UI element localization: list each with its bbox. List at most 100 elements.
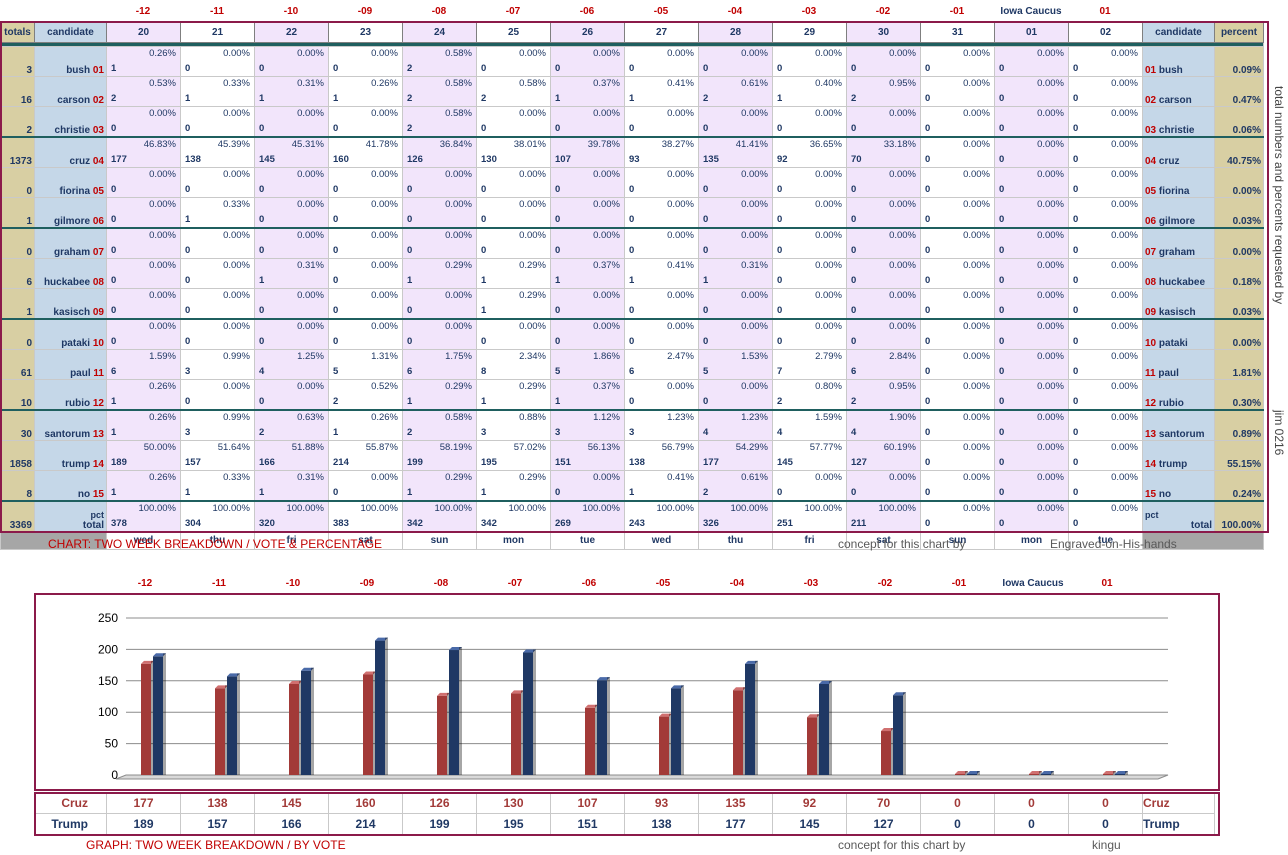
- candidate-name: trump: [61, 459, 91, 470]
- vote-count: 0: [259, 214, 265, 225]
- candidate-name-cell: huckabee 08: [34, 258, 107, 289]
- vote-count: 4: [259, 366, 265, 377]
- vote-cell: 0.33% 1: [180, 76, 255, 107]
- side-note: total numbers and percents requested by: [1272, 86, 1286, 305]
- vote-count: 157: [185, 457, 201, 468]
- vote-percent: 0.00%: [963, 199, 990, 210]
- candidate-name-cell-right: 08 huckabee: [1142, 258, 1215, 289]
- candidate-name-cell-right: 11 paul: [1142, 349, 1215, 380]
- vote-percent: 0.00%: [593, 169, 620, 180]
- candidate-number: 09: [92, 307, 104, 318]
- vote-count: 2: [851, 93, 857, 104]
- vote-percent: 0.00%: [223, 48, 250, 59]
- vote-percent: 0.29%: [445, 472, 472, 483]
- candidate-total: 1858: [0, 440, 35, 471]
- vote-cell: 54.29% 177: [698, 440, 773, 471]
- graph-day-offset-label: -02: [877, 578, 893, 589]
- vote-count: 5: [333, 366, 339, 377]
- vote-percent: 0.40%: [815, 78, 842, 89]
- cruz-bar: [437, 695, 447, 775]
- vote-count: 0: [777, 305, 783, 316]
- candidate-number: 04: [92, 156, 104, 167]
- candidate-percent: 0.89%: [1214, 409, 1264, 441]
- vote-count: 0: [1073, 214, 1079, 225]
- vote-cell: 0.00% 0: [698, 227, 773, 259]
- vote-percent: 0.00%: [889, 169, 916, 180]
- candidate-name-cell: bush 01: [34, 46, 107, 77]
- candidate-name-cell: paul 11: [34, 349, 107, 380]
- candidate-name-cell-right: 04 cruz: [1142, 136, 1215, 168]
- vote-count: 1: [259, 487, 265, 498]
- vote-percent: 0.00%: [149, 230, 176, 241]
- candidate-name-cell-right: 06 gilmore: [1142, 197, 1215, 229]
- vote-cell: 0.52% 2: [328, 379, 403, 411]
- vote-percent: 1.31%: [371, 351, 398, 362]
- vote-percent: 0.00%: [1037, 321, 1064, 332]
- vote-count: 0: [481, 123, 487, 134]
- vote-cell: 0.00% 0: [920, 227, 995, 259]
- vote-count: 0: [555, 487, 561, 498]
- vote-percent: 0.41%: [667, 472, 694, 483]
- candidate-name-cell: trump 14: [34, 440, 107, 471]
- trump-bar-top: [967, 771, 980, 774]
- candidate-name: christie: [54, 125, 91, 136]
- vote-count: 0: [481, 214, 487, 225]
- candidate-name: cruz: [69, 156, 91, 167]
- vote-cell: 0.00% 0: [1068, 76, 1143, 107]
- vote-percent: 51.88%: [291, 442, 324, 453]
- vote-percent: 41.41%: [735, 139, 768, 150]
- vote-cell: 0.26% 1: [106, 46, 181, 77]
- vote-count: 0: [185, 305, 191, 316]
- header-totals: totals: [0, 21, 35, 43]
- vote-cell: 0.00% 0: [846, 288, 921, 320]
- candidate-number: 07: [92, 247, 104, 258]
- candidate-name-cell: fiorina 05: [34, 167, 107, 198]
- table-row: 2 christie 03 0.00% 0 0.00% 0 0.00% 0 0.00% 0 0.58…: [0, 106, 1264, 138]
- candidate-total: 30: [0, 409, 35, 441]
- candidate-name: trump: [1158, 459, 1188, 470]
- vote-cell: 0.37% 1: [550, 379, 625, 411]
- vote-percent: 46.83%: [143, 139, 176, 150]
- candidate-number: 01: [1145, 65, 1157, 76]
- vote-percent: 0.63%: [297, 412, 324, 423]
- vote-percent: 0.00%: [223, 381, 250, 392]
- vote-cell: 0.33% 1: [180, 197, 255, 229]
- series-value: 145: [254, 792, 329, 814]
- total-count: 0: [999, 518, 1005, 529]
- trump-bar: [227, 676, 237, 775]
- vote-count: 0: [629, 396, 635, 407]
- vote-count: 1: [407, 396, 413, 407]
- trump-bar: [301, 670, 311, 775]
- series-value: 126: [402, 792, 477, 814]
- table-row: 1 kasisch 09 0.00% 0 0.00% 0 0.00% 0 0.00% 0 0.00%…: [0, 288, 1264, 320]
- day-offset-label: -08: [431, 6, 447, 17]
- vote-cell: 1.59% 6: [106, 349, 181, 380]
- vote-cell: 51.88% 166: [254, 440, 329, 471]
- vote-cell: 58.19% 199: [402, 440, 477, 471]
- vote-count: 2: [481, 93, 487, 104]
- candidate-percent: 0.03%: [1214, 288, 1264, 320]
- vote-count: 1: [555, 275, 561, 286]
- vote-count: 1: [111, 63, 117, 74]
- vote-percent: 0.99%: [223, 412, 250, 423]
- vote-cell: 0.00% 0: [328, 288, 403, 320]
- weekday-label: thu: [698, 531, 773, 550]
- vote-percent: 2.34%: [519, 351, 546, 362]
- vote-cell: 0.00% 0: [624, 288, 699, 320]
- vote-cell: 0.00% 0: [180, 258, 255, 289]
- vote-count: 3: [185, 427, 191, 438]
- header-day: 20: [106, 21, 181, 43]
- vote-percent: 0.00%: [889, 260, 916, 271]
- vote-count: 4: [851, 427, 857, 438]
- vote-cell: 0.00% 0: [698, 167, 773, 198]
- vote-count: 0: [851, 63, 857, 74]
- vote-cell: 0.00% 0: [698, 106, 773, 138]
- vote-count: 0: [185, 123, 191, 134]
- vote-count: 0: [925, 336, 931, 347]
- candidate-name-cell-right: 09 kasisch: [1142, 288, 1215, 320]
- vote-percent: 0.00%: [963, 260, 990, 271]
- vote-count: 0: [407, 336, 413, 347]
- day-offset-label: -02: [875, 6, 891, 17]
- vote-cell: 0.00% 0: [550, 227, 625, 259]
- vote-count: 0: [555, 184, 561, 195]
